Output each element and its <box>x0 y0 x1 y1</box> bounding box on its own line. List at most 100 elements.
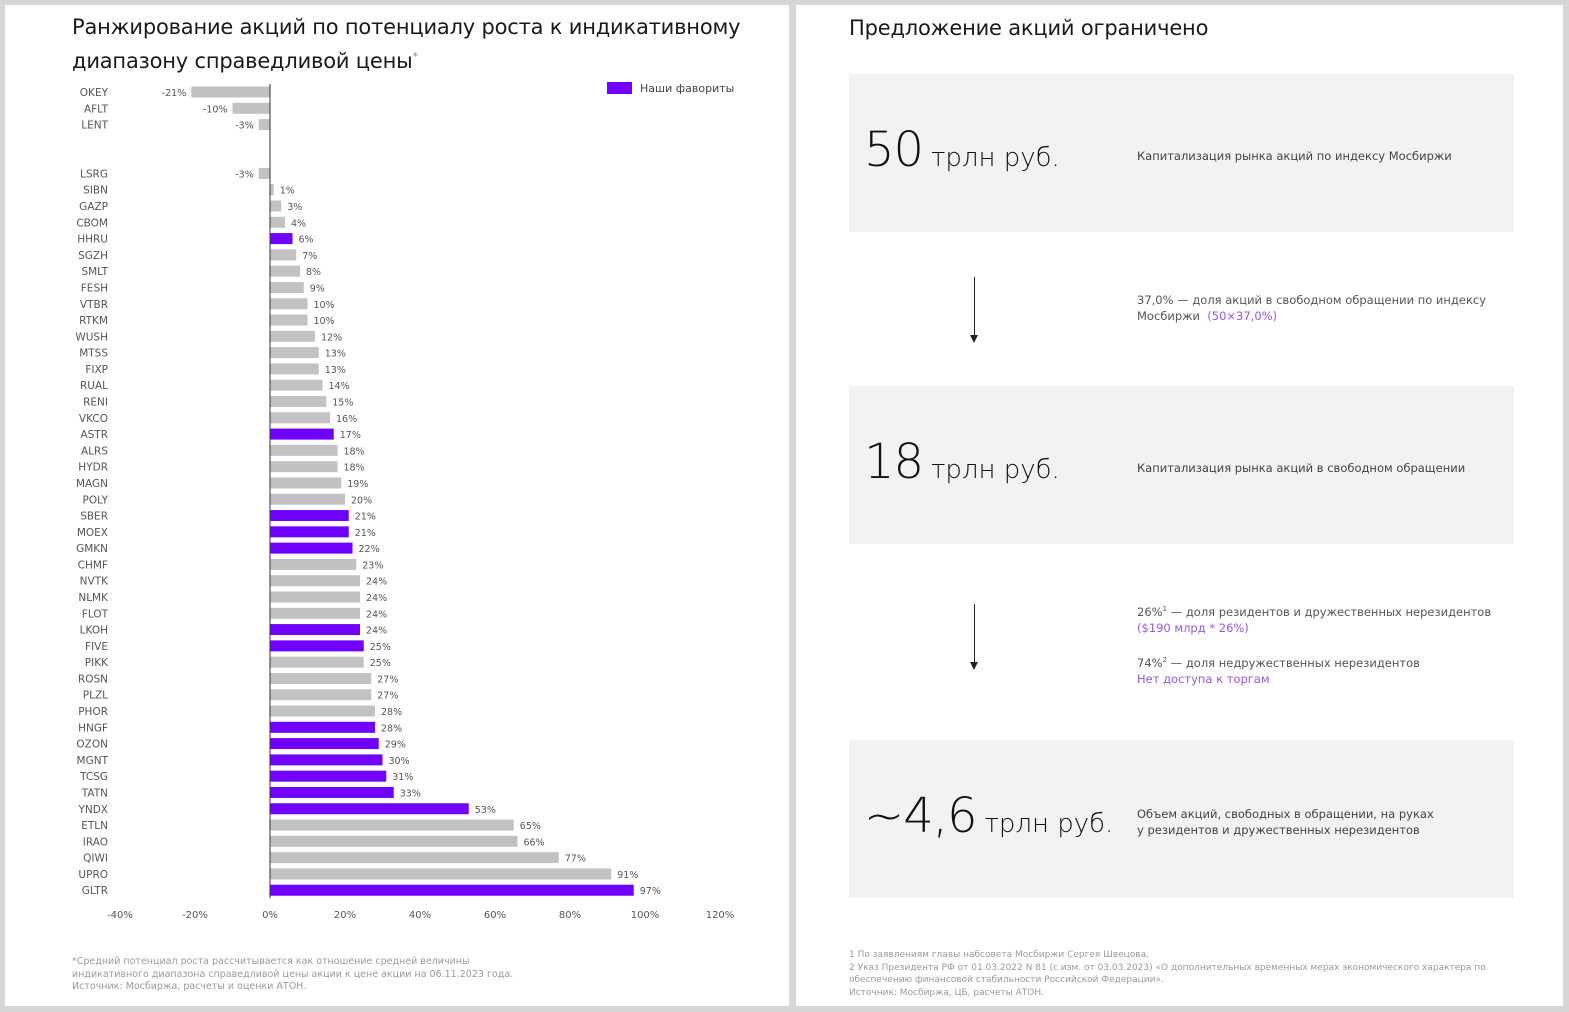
bar <box>270 412 330 424</box>
category-label: AFLT <box>84 103 109 115</box>
value-label: 27% <box>377 691 398 702</box>
bar <box>270 347 319 359</box>
category-label: CHMF <box>78 559 108 571</box>
available-volume-value: ~4,6 трлн руб. <box>864 788 1113 844</box>
category-label: ALRS <box>81 445 108 457</box>
value-label: 9% <box>310 283 325 294</box>
residents-step: 26%1 — доля резидентов и дружественных н… <box>1137 601 1537 687</box>
free-float-card: 18 трлн руб. Капитализация рынка акций в … <box>849 386 1514 544</box>
value-label: 4% <box>291 218 306 229</box>
category-label: FIXP <box>85 364 108 376</box>
unit-label: трлн руб. <box>984 809 1114 839</box>
category-label: PIKK <box>85 657 109 669</box>
category-label: CBOM <box>76 217 108 229</box>
category-label: HHRU <box>77 234 108 246</box>
category-label: ASTR <box>80 429 108 441</box>
value-label: 24% <box>366 577 387 588</box>
category-label: GMKN <box>76 543 108 555</box>
category-label: YNDX <box>77 804 108 816</box>
available-volume-card: ~4,6 трлн руб. Объем акций, свободных в о… <box>849 740 1514 898</box>
footnote-ref: 1 <box>1162 605 1168 613</box>
favorite-bar <box>270 803 469 815</box>
category-label: HYDR <box>78 462 108 474</box>
card-description: Объем акций, свободных в обращении, на р… <box>1137 806 1434 838</box>
category-label: UPRO <box>78 869 108 881</box>
category-label: TCSG <box>79 771 108 783</box>
value-label: 19% <box>347 479 368 490</box>
x-tick-label: -40% <box>107 910 133 921</box>
unit-label: трлн руб. <box>931 455 1060 485</box>
value-label: 65% <box>520 821 541 832</box>
bar <box>270 298 308 310</box>
x-tick-label: 80% <box>559 910 581 921</box>
value-label: 18% <box>344 463 365 474</box>
legend-label: Наши фавориты <box>640 82 734 95</box>
bar <box>270 493 345 505</box>
category-label: MTSS <box>79 348 108 360</box>
bar <box>270 249 297 261</box>
value-label: -21% <box>162 88 187 99</box>
unit-label: трлн руб. <box>931 143 1060 173</box>
favorite-bar <box>270 233 293 245</box>
favorite-bar <box>270 640 364 652</box>
value-label: 6% <box>299 235 314 246</box>
free-float-step: 37,0% — доля акций в свободном обращении… <box>1137 292 1497 324</box>
value-label: 77% <box>565 854 586 865</box>
card-description: Капитализация рынка акций по индексу Мос… <box>1137 149 1452 163</box>
bar <box>270 184 274 196</box>
bar <box>270 477 342 489</box>
value-label: 24% <box>366 626 387 637</box>
bar <box>232 102 270 114</box>
category-label: PHOR <box>78 706 108 718</box>
right-panel: Предложение акций ограничено 50 трлн руб.… <box>796 5 1563 1006</box>
bar <box>258 167 270 179</box>
category-label: RUAL <box>80 380 108 392</box>
value-label: 13% <box>325 365 346 376</box>
category-label: LKOH <box>80 625 108 637</box>
title-footnote-mark: * <box>412 50 419 63</box>
category-label: GAZP <box>79 201 108 213</box>
big-number: ~4,6 <box>864 788 978 844</box>
ranking-bar-chart: OKEY -21% AFLT -10% LENT -3% LSRG -3% SIBN 1% GAZP… <box>75 82 734 921</box>
footnote-line: 1 По заявлениям главы набсовета Мосбиржи… <box>849 950 1149 960</box>
favorite-bar <box>270 884 634 896</box>
category-label: RENI <box>83 397 108 409</box>
category-label: MGNT <box>77 755 109 767</box>
category-label: MAGN <box>76 478 108 490</box>
category-label: NVTK <box>80 576 109 588</box>
category-label: PLZL <box>83 690 108 702</box>
step-text-part: — доля резидентов и дружественных нерези… <box>1167 604 1492 619</box>
category-label: SMLT <box>81 266 108 278</box>
value-label: 97% <box>640 886 661 897</box>
no-access-highlight: Нет доступа к торгам <box>1137 671 1270 686</box>
x-tick-label: -20% <box>182 910 208 921</box>
formula-highlight: ($190 млрд * 26%) <box>1137 620 1249 635</box>
step-text-part: Мосбиржи <box>1137 309 1200 323</box>
category-label: ETLN <box>81 820 108 832</box>
step-text-line: 26%1 — доля резидентов и дружественных н… <box>1137 601 1537 620</box>
footnote-line: Источник: Мосбиржа, ЦБ, расчеты АТОН. <box>849 987 1044 998</box>
footnote-line: индикативного диапазона справедливой цен… <box>72 968 514 980</box>
x-tick-label: 40% <box>409 910 431 921</box>
category-label: TATN <box>81 787 108 799</box>
legend-swatch <box>607 82 632 94</box>
value-label: 25% <box>370 658 391 669</box>
desc-line: у резидентов и дружественных нерезиденто… <box>1137 823 1420 837</box>
bar <box>270 819 514 831</box>
formula-highlight: (50×37,0%) <box>1207 309 1278 323</box>
value-label: 53% <box>475 805 496 816</box>
right-title: Предложение акций ограничено <box>849 16 1209 40</box>
category-label: VKCO <box>79 413 108 425</box>
category-label: FIVE <box>85 641 108 653</box>
value-label: 1% <box>280 186 295 197</box>
category-label: POLY <box>83 494 109 506</box>
value-label: 28% <box>381 707 402 718</box>
left-panel: Ранжирование акций по потенциалу роста к… <box>5 5 789 1006</box>
market-cap-card: 50 трлн руб. Капитализация рынка акций по… <box>849 74 1514 232</box>
value-label: 27% <box>377 674 398 685</box>
category-label: FLOT <box>82 608 109 620</box>
card-description: Капитализация рынка акций в свободном об… <box>1137 461 1466 475</box>
bar <box>270 200 282 212</box>
bar <box>270 461 338 473</box>
value-label: -10% <box>203 104 228 115</box>
